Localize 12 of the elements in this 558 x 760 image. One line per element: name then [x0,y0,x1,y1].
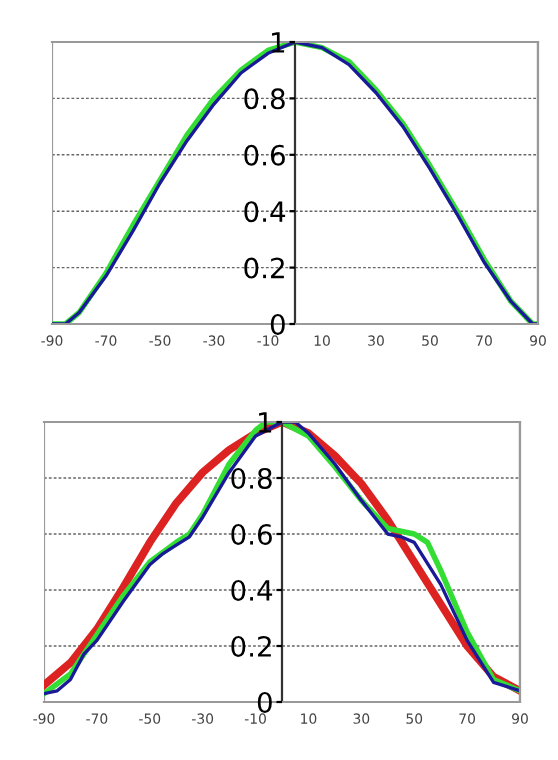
y-tick-label: 0.8 [231,467,272,489]
y-tick-label: 0.6 [231,523,272,545]
y-tick-label: 0.2 [231,635,271,657]
y-tick-label: 0.4 [231,579,273,601]
y-tick-label: 0.6 [244,144,285,166]
y-tick-label: 0 [270,313,285,335]
y-tick-label: 0 [257,691,272,713]
y-tick-label: 1 [272,32,285,53]
y-tick-label: 0.8 [244,88,285,110]
y-tick-label: 1 [259,412,272,433]
y-tick-label: 0.2 [244,257,284,279]
y-tick-label: 0.4 [244,201,286,223]
